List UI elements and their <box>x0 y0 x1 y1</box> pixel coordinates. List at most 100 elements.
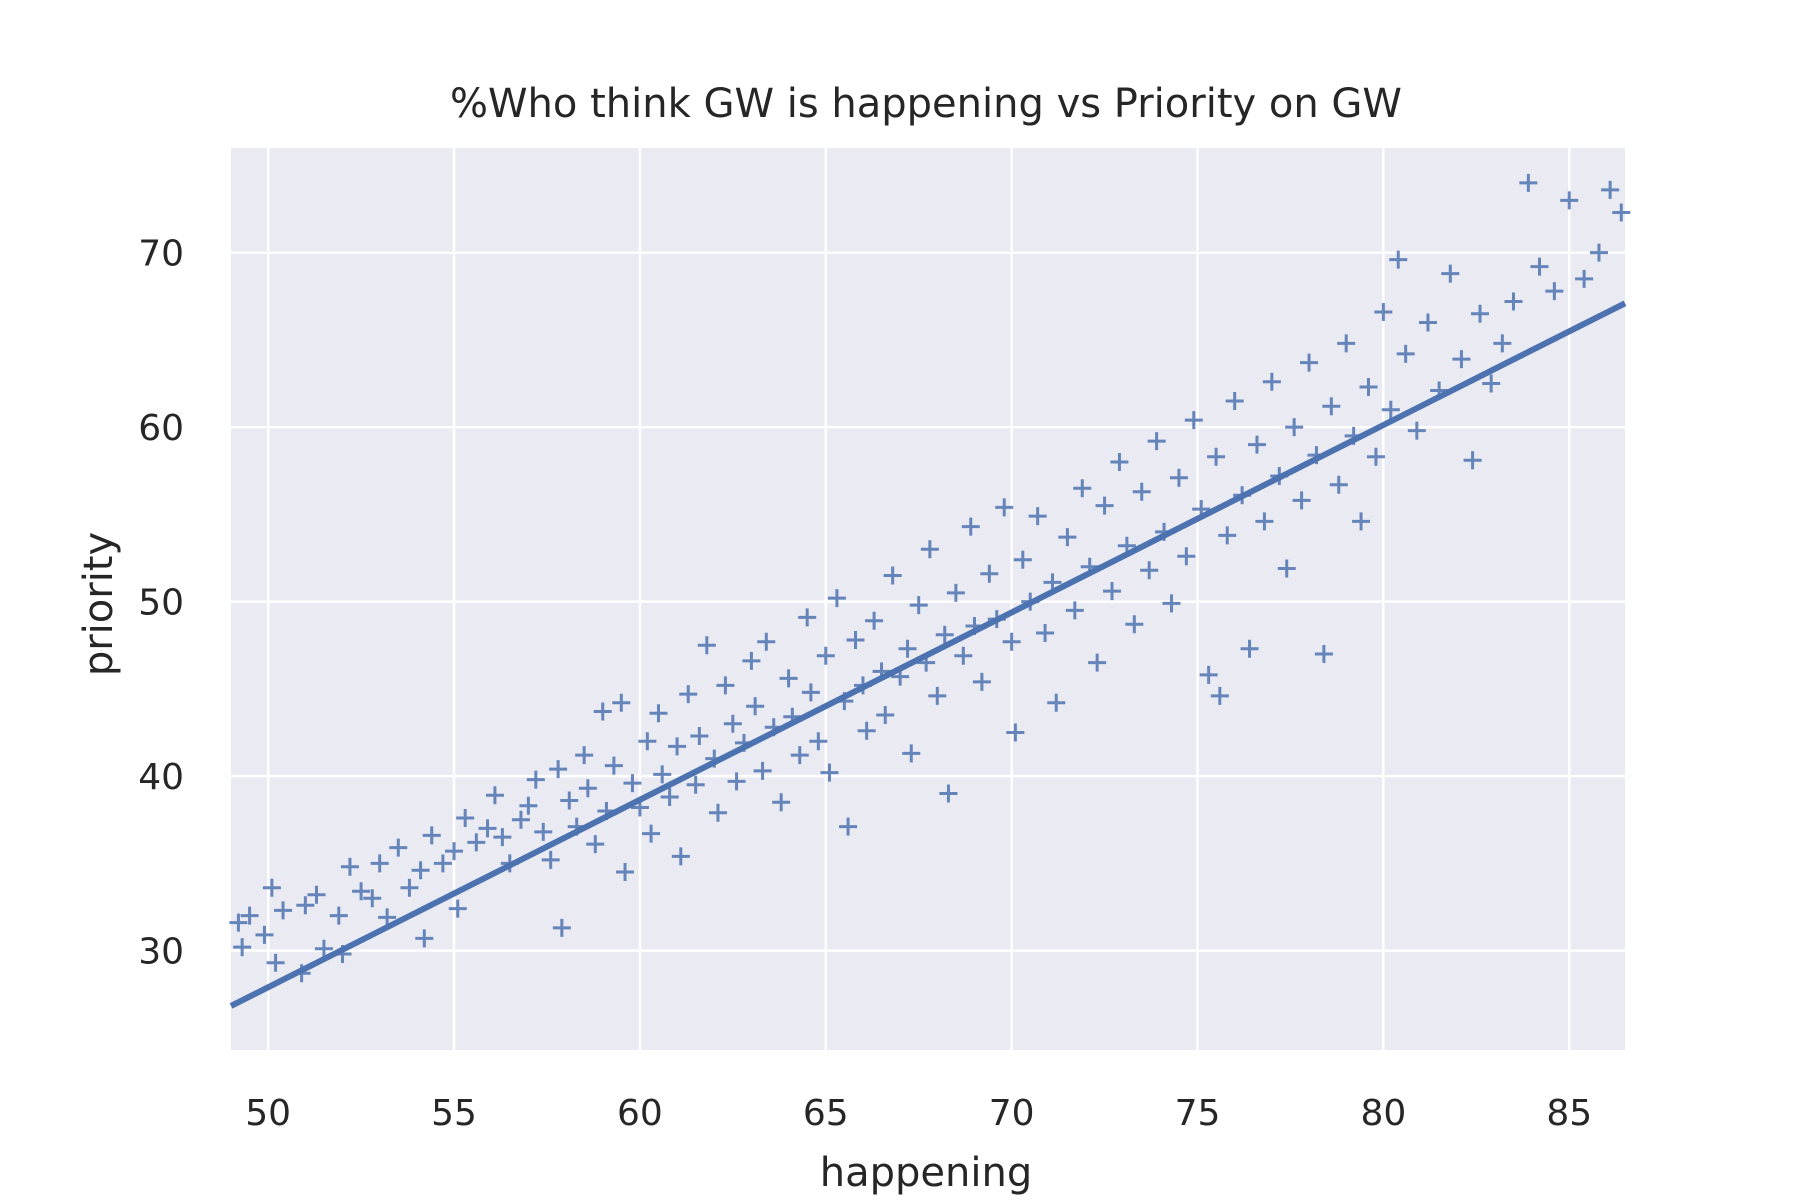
data-point <box>1530 257 1549 276</box>
data-point <box>1292 491 1311 510</box>
data-point <box>679 685 698 704</box>
data-point <box>690 726 709 745</box>
data-point <box>526 770 545 789</box>
data-point <box>1493 334 1512 353</box>
data-point <box>954 646 973 665</box>
data-point <box>671 847 690 866</box>
data-point <box>902 744 921 763</box>
x-tick-label: 55 <box>431 1093 477 1134</box>
data-point <box>433 854 452 873</box>
data-point <box>820 763 839 782</box>
data-point <box>1374 303 1393 321</box>
data-point <box>757 632 776 651</box>
data-point <box>1006 723 1025 742</box>
data-point <box>400 878 419 897</box>
data-point <box>839 817 858 836</box>
data-point <box>296 896 315 915</box>
data-point <box>229 913 248 932</box>
data-point <box>779 669 798 688</box>
data-point <box>363 889 382 908</box>
data-point <box>352 882 371 901</box>
data-point <box>511 810 530 829</box>
data-point <box>772 793 791 812</box>
data-point <box>1314 644 1333 663</box>
x-tick-label: 75 <box>1175 1093 1221 1134</box>
data-point <box>1225 391 1244 410</box>
data-point <box>857 721 876 740</box>
data-point <box>378 908 397 927</box>
data-point <box>534 822 553 841</box>
y-tick-label: 40 <box>138 757 184 798</box>
data-point <box>604 756 623 775</box>
x-tick-label: 80 <box>1360 1093 1406 1134</box>
data-point <box>708 803 727 822</box>
data-point <box>1247 435 1266 454</box>
data-point <box>560 791 579 810</box>
data-point <box>1095 496 1114 515</box>
data-point <box>649 704 668 723</box>
data-point <box>1612 203 1631 222</box>
data-point <box>1199 665 1218 684</box>
data-point <box>883 566 902 585</box>
data-point <box>668 737 687 756</box>
data-point <box>586 835 605 854</box>
data-point <box>1418 313 1437 332</box>
data-point <box>274 901 293 920</box>
data-point <box>1441 264 1460 283</box>
data-point <box>876 706 895 725</box>
x-tick-label: 50 <box>245 1093 291 1134</box>
data-point <box>411 861 430 880</box>
data-point <box>642 824 661 843</box>
data-point <box>340 857 359 876</box>
x-tick-label: 70 <box>989 1093 1035 1134</box>
x-tick-label: 65 <box>803 1093 849 1134</box>
data-point <box>1366 447 1385 466</box>
data-point <box>1065 601 1084 620</box>
data-point <box>898 639 917 658</box>
data-point <box>980 564 999 583</box>
data-point <box>1210 686 1229 705</box>
data-point <box>1140 561 1159 580</box>
data-point <box>928 686 947 705</box>
data-point <box>266 953 285 972</box>
y-tick-label: 60 <box>138 408 184 449</box>
data-point <box>909 596 928 615</box>
data-point <box>1381 400 1400 419</box>
y-axis-label: priority <box>76 532 122 676</box>
data-point <box>448 899 467 918</box>
data-point <box>1504 292 1523 311</box>
data-point <box>1240 639 1259 658</box>
data-point <box>1002 632 1021 651</box>
data-point <box>653 765 672 784</box>
data-point <box>660 788 679 807</box>
data-point <box>1322 397 1341 416</box>
data-point <box>972 672 991 691</box>
data-point <box>1452 350 1471 369</box>
chart-title: %Who think GW is happening vs Priority o… <box>450 81 1402 127</box>
data-point <box>753 761 772 780</box>
data-point <box>262 878 281 897</box>
data-point <box>723 714 742 733</box>
data-point <box>742 651 761 670</box>
data-point <box>946 583 965 602</box>
data-point <box>612 693 631 712</box>
data-point <box>1601 180 1620 199</box>
data-point <box>422 826 441 845</box>
y-tick-label: 30 <box>138 932 184 973</box>
x-axis-label: happening <box>820 1150 1032 1196</box>
data-point <box>1359 378 1378 397</box>
data-point <box>1058 528 1077 547</box>
data-point <box>920 540 939 559</box>
data-point <box>727 772 746 791</box>
data-point <box>697 636 716 655</box>
regression-line <box>229 300 1627 1009</box>
data-point <box>575 746 594 765</box>
data-point <box>1285 418 1304 437</box>
x-tick-label: 60 <box>617 1093 663 1134</box>
data-point <box>1463 451 1482 470</box>
data-point <box>1300 353 1319 372</box>
data-point <box>809 732 828 751</box>
data-point <box>1471 304 1490 323</box>
data-point <box>456 808 475 827</box>
